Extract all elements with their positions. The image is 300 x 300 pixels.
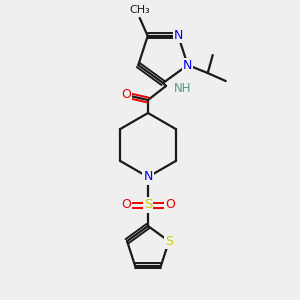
Text: O: O <box>121 199 131 212</box>
Text: CH₃: CH₃ <box>129 5 150 15</box>
Text: NH: NH <box>174 82 191 94</box>
Text: O: O <box>121 88 131 101</box>
Text: N: N <box>174 29 183 43</box>
Text: N: N <box>183 58 192 71</box>
Text: N: N <box>143 170 153 184</box>
Text: S: S <box>144 199 152 212</box>
Text: O: O <box>165 199 175 212</box>
Text: S: S <box>165 235 173 248</box>
